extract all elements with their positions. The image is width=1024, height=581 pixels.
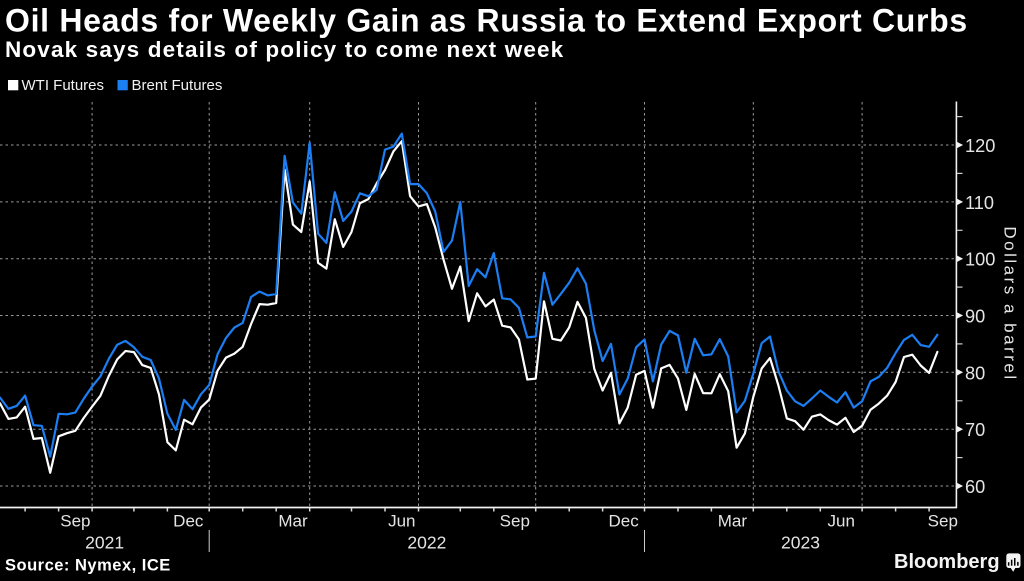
svg-text:Dec: Dec bbox=[173, 512, 204, 531]
svg-text:Dollars a barrel: Dollars a barrel bbox=[1001, 226, 1020, 381]
svg-text:WTI Futures: WTI Futures bbox=[22, 77, 105, 94]
svg-text:Jun: Jun bbox=[827, 512, 854, 531]
svg-text:Source: Nymex, ICE: Source: Nymex, ICE bbox=[5, 557, 171, 575]
svg-text:80: 80 bbox=[965, 363, 985, 383]
svg-text:110: 110 bbox=[965, 193, 994, 213]
svg-text:100: 100 bbox=[965, 250, 995, 270]
svg-text:70: 70 bbox=[965, 420, 985, 440]
svg-text:Mar: Mar bbox=[718, 512, 748, 531]
svg-text:Sep: Sep bbox=[60, 512, 90, 531]
svg-text:Sep: Sep bbox=[928, 512, 958, 531]
svg-text:Novak says details of policy t: Novak says details of policy to come nex… bbox=[5, 37, 564, 62]
svg-text:Sep: Sep bbox=[500, 512, 530, 531]
svg-text:Brent Futures: Brent Futures bbox=[132, 77, 223, 94]
svg-text:60: 60 bbox=[965, 477, 985, 497]
svg-text:2022: 2022 bbox=[407, 533, 446, 553]
svg-text:120: 120 bbox=[965, 136, 995, 156]
svg-text:Mar: Mar bbox=[278, 512, 308, 531]
svg-text:2023: 2023 bbox=[781, 533, 820, 553]
svg-text:2021: 2021 bbox=[85, 533, 124, 553]
svg-text:Oil Heads for Weekly Gain as R: Oil Heads for Weekly Gain as Russia to E… bbox=[5, 3, 968, 39]
svg-text:Dec: Dec bbox=[608, 512, 639, 531]
svg-text:Bloomberg: Bloomberg bbox=[894, 551, 1000, 573]
svg-text:Jun: Jun bbox=[388, 512, 415, 531]
svg-text:90: 90 bbox=[965, 307, 985, 327]
